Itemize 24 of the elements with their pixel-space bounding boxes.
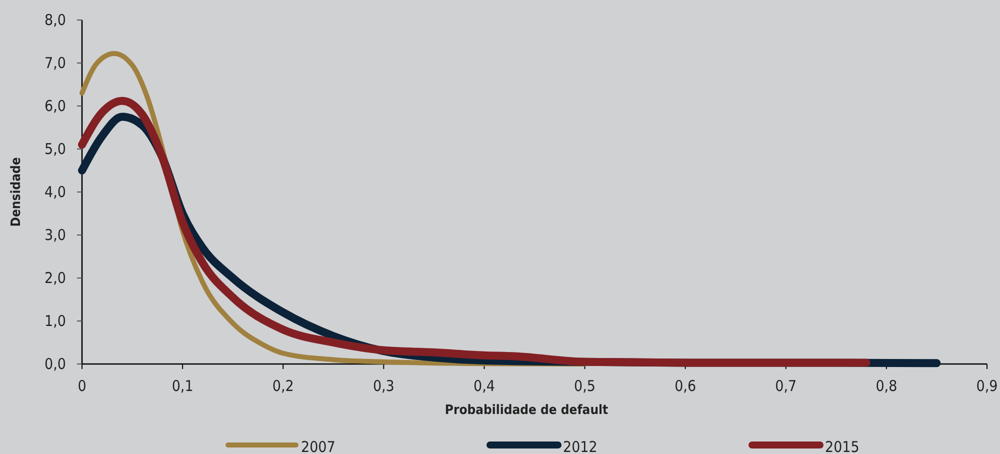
y-tick-label: 4,0 [44,183,66,201]
y-tick-label: 1,0 [44,312,66,330]
y-tick-label: 7,0 [44,54,66,72]
y-axis-title: Densidade [9,157,24,227]
y-tick-label: 2,0 [44,269,66,287]
legend-label: 2007 [301,438,336,454]
y-tick-label: 0,0 [44,355,66,373]
x-tick-label: 0,5 [574,377,596,395]
x-tick-label: 0,8 [876,377,898,395]
x-tick-label: 0,7 [775,377,797,395]
x-axis-title: Probabilidade de default [444,403,609,418]
x-tick-label: 0,3 [372,377,394,395]
y-tick-label: 5,0 [44,140,66,158]
x-tick-label: 0 [78,377,86,395]
legend-label: 2012 [563,438,598,454]
x-tick-label: 0,6 [674,377,696,395]
x-tick-label: 0,9 [976,377,998,395]
y-tick-label: 8,0 [44,11,66,29]
y-tick-label: 3,0 [44,226,66,244]
legend-label: 2015 [825,438,860,454]
x-tick-label: 0,4 [473,377,495,395]
x-tick-label: 0,1 [172,377,194,395]
x-tick-label: 0,2 [272,377,294,395]
y-tick-label: 6,0 [44,97,66,115]
